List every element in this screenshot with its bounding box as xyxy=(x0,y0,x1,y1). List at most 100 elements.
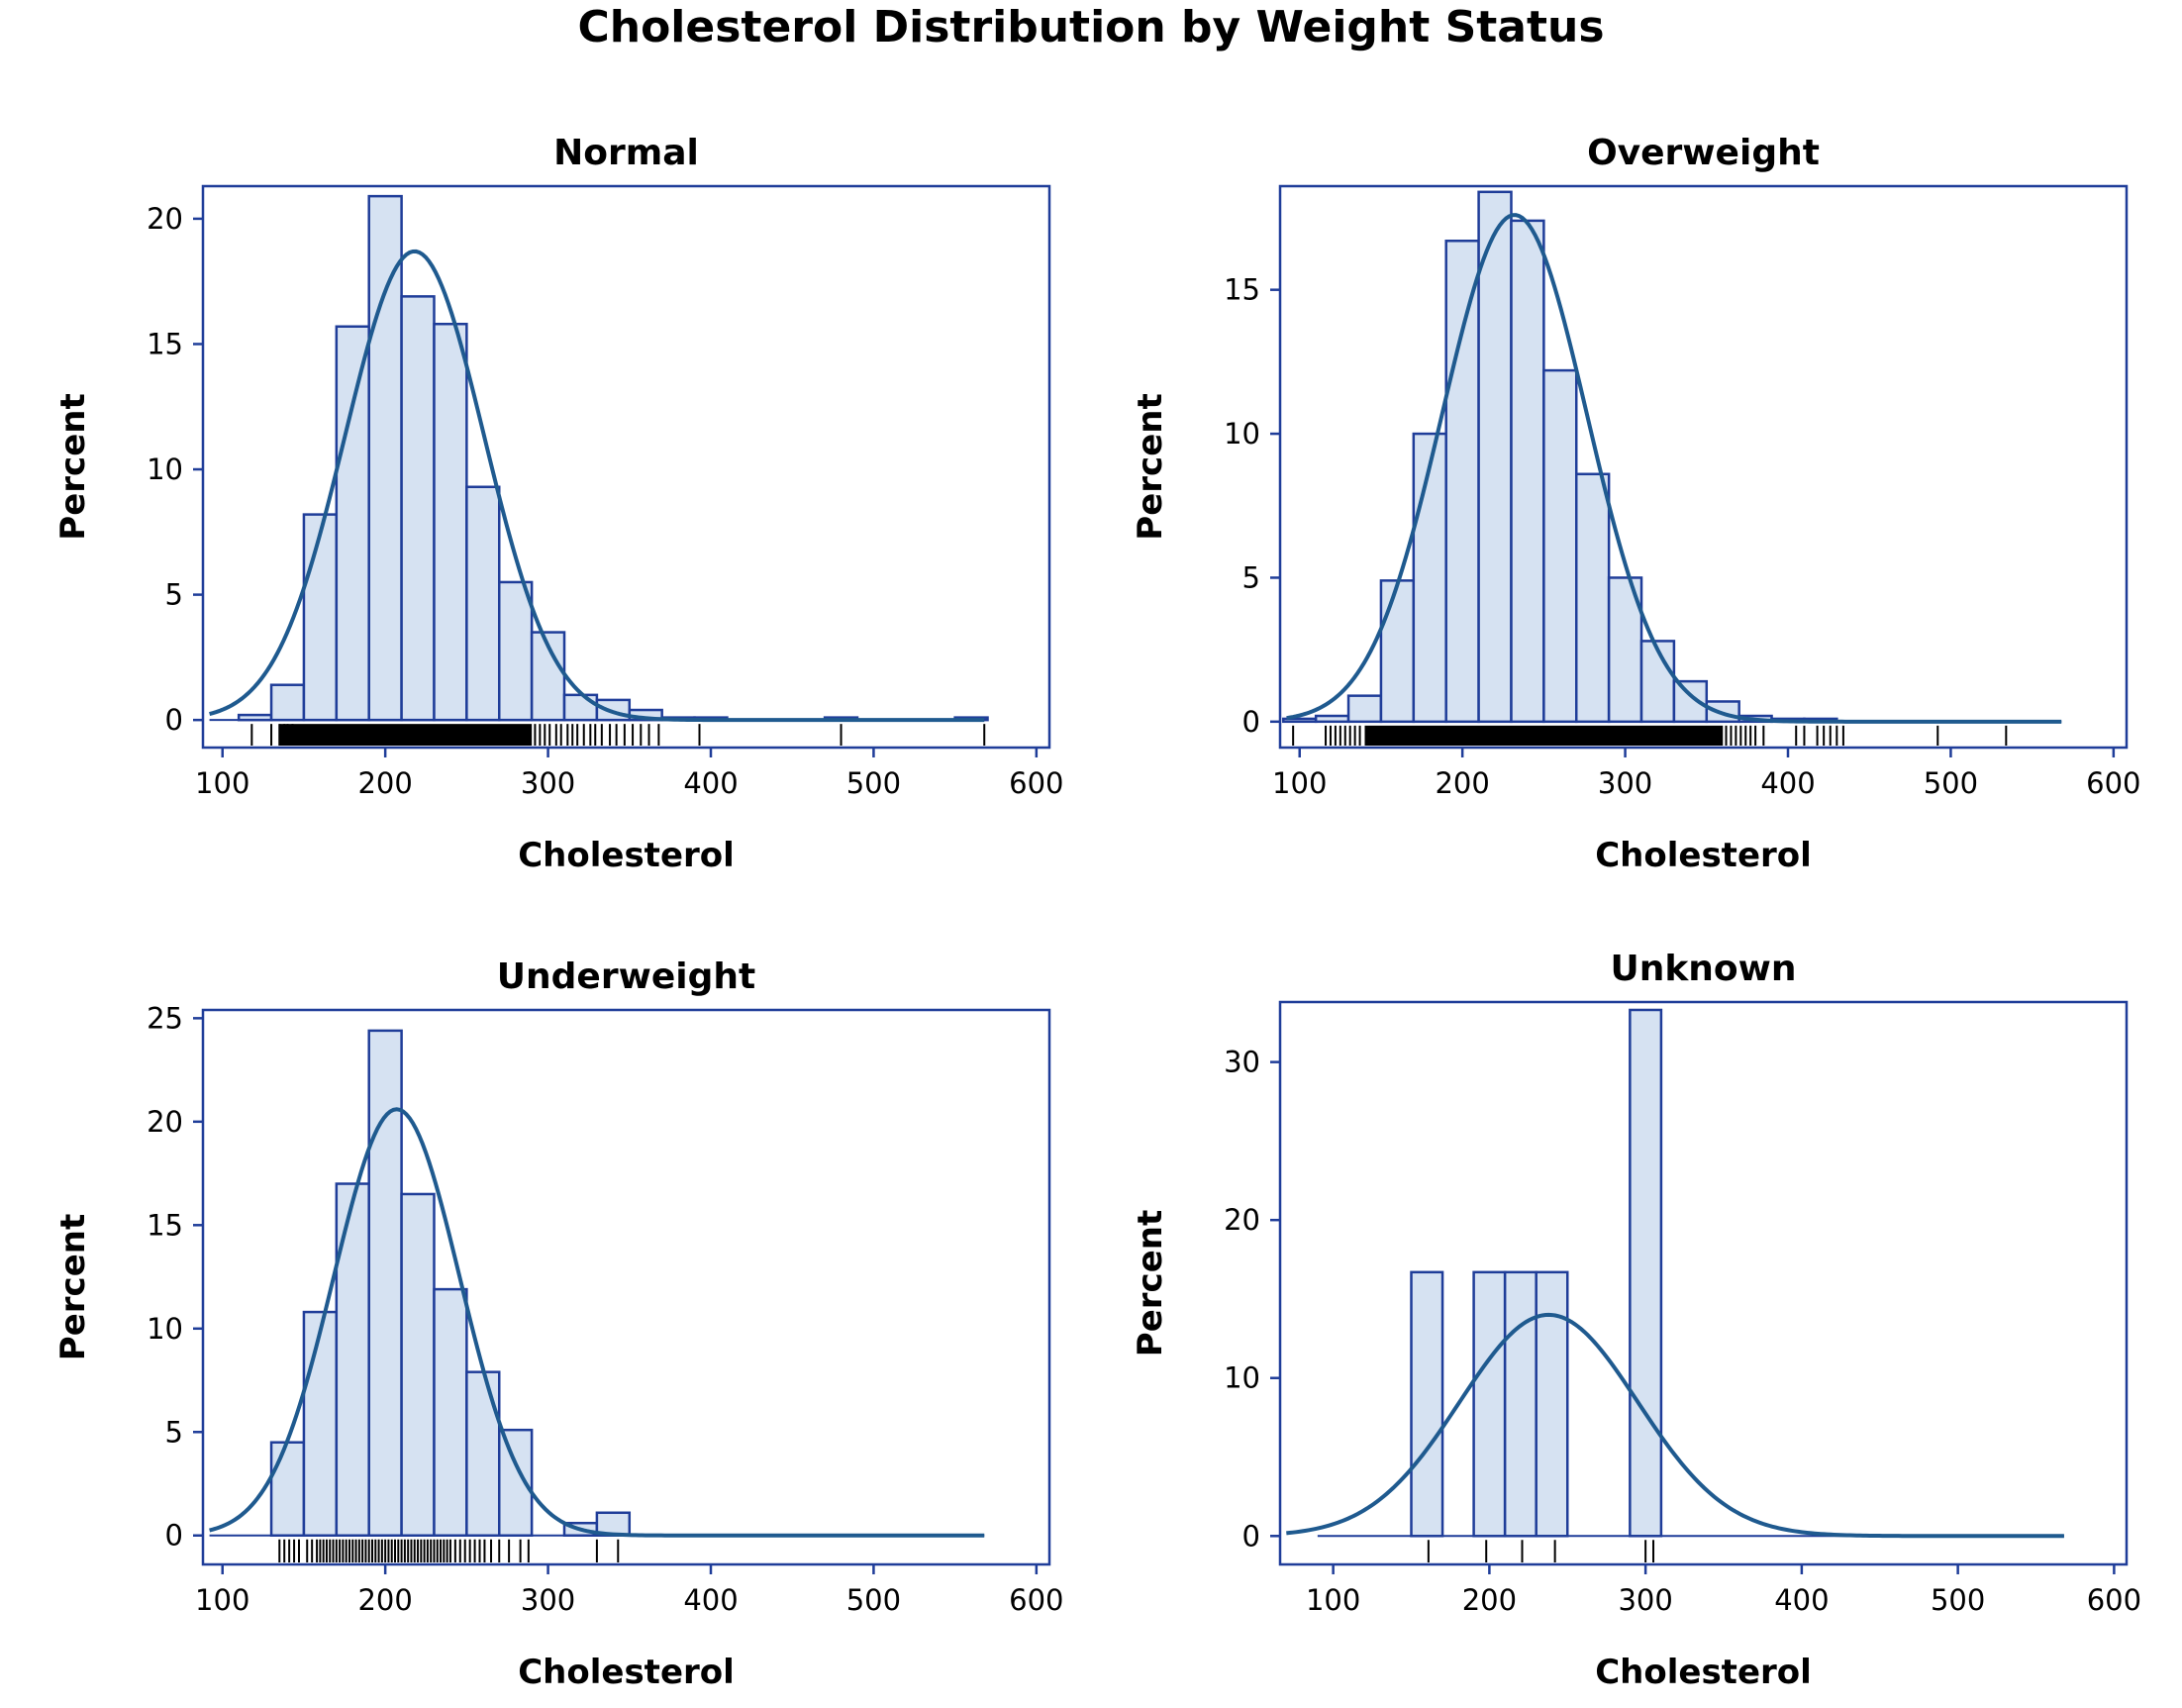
histogram-bar xyxy=(1472,1270,1507,1538)
histogram-bar xyxy=(433,1287,468,1537)
histogram-bar xyxy=(1412,432,1447,724)
histogram-bar xyxy=(1477,190,1513,724)
histogram-bar xyxy=(335,325,370,722)
x-tick-label: 100 xyxy=(1306,1583,1360,1617)
histogram-bar xyxy=(1410,1270,1444,1538)
histogram-bar xyxy=(367,1029,403,1537)
x-axis-label: Cholesterol xyxy=(518,836,735,875)
x-tick-label: 600 xyxy=(1009,766,1063,800)
x-tick-label: 200 xyxy=(357,766,412,800)
histogram-bar xyxy=(269,683,306,722)
y-axis-label: Percent xyxy=(1131,1210,1170,1356)
y-axis-label: Percent xyxy=(53,393,93,540)
panel-unknown: Unknown 100 200 300 400 500 600 0 10 20 30 Choleste… xyxy=(1131,949,2141,1692)
y-tick-label: 0 xyxy=(1242,1519,1260,1553)
histogram-bar xyxy=(302,513,339,722)
histogram-bar xyxy=(465,1370,501,1537)
histogram-bar xyxy=(1444,239,1480,724)
histogram-bar xyxy=(1510,219,1545,724)
plot-frame xyxy=(201,1008,1051,1566)
histogram-bar xyxy=(433,322,468,722)
y-tick-label: 20 xyxy=(1224,1203,1260,1237)
x-tick-label: 600 xyxy=(2087,1583,2141,1617)
histogram-bar xyxy=(237,713,273,722)
histogram-bar xyxy=(1639,640,1676,724)
y-tick-label: 10 xyxy=(147,1312,183,1346)
y-tick-label: 20 xyxy=(147,1105,183,1139)
histogram-bar xyxy=(1542,368,1578,724)
y-tick-label: 10 xyxy=(1224,417,1260,451)
x-tick-label: 500 xyxy=(846,766,901,800)
x-tick-label: 400 xyxy=(1774,1583,1829,1617)
x-axis-label: Cholesterol xyxy=(1595,1653,1812,1692)
x-tick-label: 300 xyxy=(521,766,575,800)
x-tick-label: 500 xyxy=(1924,766,1978,800)
plot-frame xyxy=(1278,184,2129,750)
panel-normal: Normal 100 200 300 400 500 600 0 5 10 15 20 Choleste… xyxy=(53,133,1064,875)
histogram-bar xyxy=(1503,1270,1537,1538)
x-tick-label: 100 xyxy=(195,766,249,800)
normal-density-curve xyxy=(1286,1312,2064,1539)
y-tick-label: 5 xyxy=(165,578,183,612)
x-tick-label: 500 xyxy=(1931,1583,1985,1617)
panel-title: Underweight xyxy=(497,956,755,997)
x-tick-label: 600 xyxy=(2086,766,2140,800)
normal-density-curve xyxy=(1286,213,2062,724)
y-axis-label: Percent xyxy=(1131,393,1170,540)
panel-title: Normal xyxy=(553,133,699,173)
x-axis-label: Cholesterol xyxy=(518,1653,735,1692)
y-tick-label: 15 xyxy=(1224,273,1260,307)
y-tick-label: 10 xyxy=(147,452,183,486)
x-tick-label: 600 xyxy=(1009,1583,1063,1617)
plot-frame xyxy=(201,184,1051,750)
y-tick-label: 15 xyxy=(147,327,183,360)
y-tick-label: 20 xyxy=(147,202,183,236)
x-tick-label: 100 xyxy=(195,1583,249,1617)
x-tick-label: 500 xyxy=(846,1583,901,1617)
histogram-bar xyxy=(1575,472,1611,724)
y-tick-label: 30 xyxy=(1224,1046,1260,1079)
y-axis-label: Percent xyxy=(53,1214,93,1360)
rug-dense-band xyxy=(279,724,533,746)
panel-overweight: Overweight 100 200 300 400 500 600 0 5 10 15 Choles… xyxy=(1131,133,2141,875)
x-tick-label: 200 xyxy=(357,1583,412,1617)
panel-underweight: Underweight 100 200 300 400 500 600 0 5 10 15 20 25 C… xyxy=(53,956,1064,1692)
histogram-bar xyxy=(1346,694,1383,724)
x-tick-label: 300 xyxy=(1598,766,1652,800)
x-tick-label: 300 xyxy=(1618,1583,1672,1617)
histogram-bar xyxy=(302,1310,339,1537)
x-tick-label: 100 xyxy=(1272,766,1327,800)
rug-dense-band xyxy=(1364,725,1724,746)
histogram-bar xyxy=(465,485,501,722)
histogram-bar xyxy=(1379,579,1416,724)
x-axis-label: Cholesterol xyxy=(1595,836,1812,875)
histogram-bar xyxy=(367,194,403,722)
y-tick-label: 15 xyxy=(147,1208,183,1242)
figure-title: Cholesterol Distribution by Weight Statu… xyxy=(577,2,1604,52)
y-tick-label: 0 xyxy=(1242,705,1260,739)
y-tick-label: 0 xyxy=(165,1519,183,1553)
x-tick-label: 400 xyxy=(1760,766,1815,800)
panel-title: Overweight xyxy=(1587,133,1820,173)
y-tick-label: 5 xyxy=(1242,560,1260,594)
normal-density-curve xyxy=(209,249,985,723)
histogram-bar xyxy=(400,295,436,722)
histogram-bar xyxy=(1314,714,1350,724)
x-tick-label: 400 xyxy=(683,1583,738,1617)
normal-density-curve xyxy=(209,1107,985,1538)
y-tick-label: 25 xyxy=(147,1001,183,1035)
y-tick-label: 0 xyxy=(165,703,183,737)
x-tick-label: 400 xyxy=(683,766,738,800)
y-tick-label: 5 xyxy=(165,1415,183,1449)
histogram-bar xyxy=(562,693,599,722)
y-tick-label: 10 xyxy=(1224,1361,1260,1395)
x-tick-label: 200 xyxy=(1462,1583,1517,1617)
x-tick-label: 300 xyxy=(521,1583,575,1617)
panel-title: Unknown xyxy=(1610,949,1796,989)
histogram-bar xyxy=(1535,1270,1569,1538)
plot-frame xyxy=(1278,1000,2129,1566)
histogram-bar xyxy=(1629,1008,1663,1538)
histogram-bar xyxy=(335,1182,370,1537)
histogram-bar xyxy=(269,1441,306,1537)
